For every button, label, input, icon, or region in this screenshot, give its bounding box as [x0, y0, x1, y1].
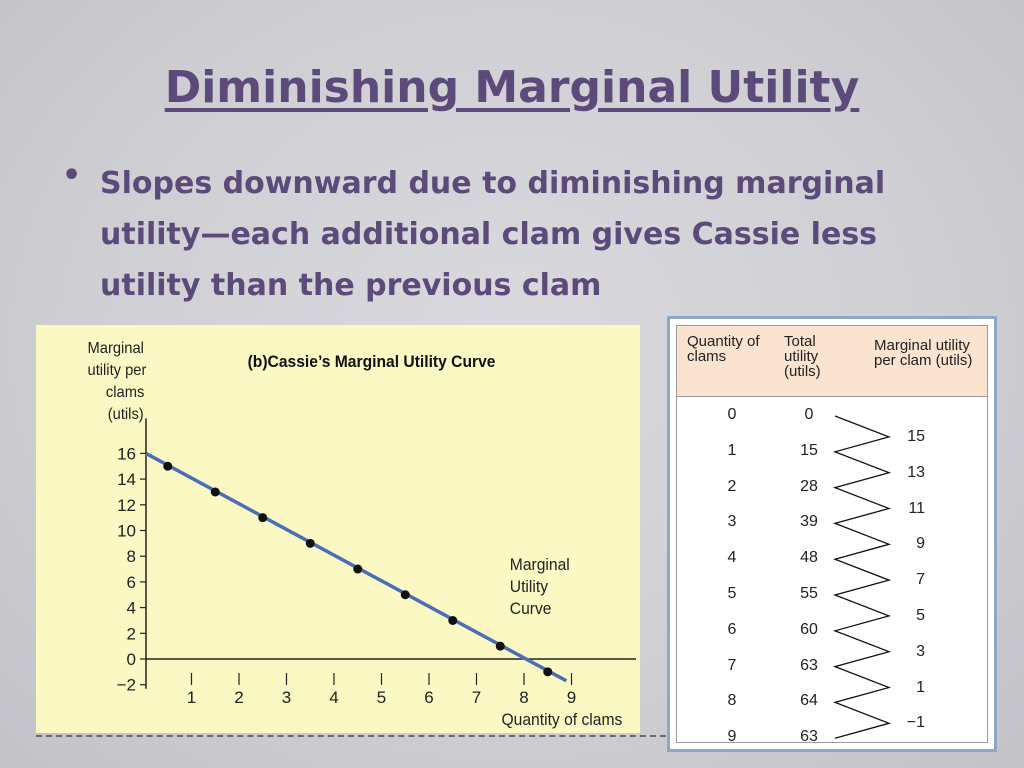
utility-table-body: Quantity of clams Total utility (utils) …	[676, 325, 988, 746]
y-tick-label: 14	[117, 470, 136, 489]
chart-series	[145, 451, 568, 683]
y-tick-label: 2	[127, 624, 136, 643]
x-tick-label: 2	[234, 688, 243, 707]
cell-total-utility: 63	[800, 728, 818, 746]
data-point	[353, 564, 363, 574]
cell-marginal-utility: −1	[906, 714, 925, 732]
x-tick-label: 7	[472, 688, 481, 707]
y-tick-label: 0	[127, 650, 136, 669]
zigzag-path	[832, 415, 892, 739]
chart-xlabel: Quantity of clams	[502, 710, 623, 729]
chart-ylabel-line-1: Marginal	[88, 339, 144, 357]
x-tick-label: 3	[282, 688, 291, 707]
chart-title: (b)Cassie’s Marginal Utility Curve	[248, 352, 496, 371]
curve-label-line-1: Marginal	[510, 555, 570, 574]
cell-quantity: 6	[727, 620, 737, 638]
header-marginal-utility: Marginal utility per clam (utils)	[874, 337, 973, 369]
cell-quantity: 9	[727, 728, 737, 746]
x-tick-label: 5	[377, 688, 386, 707]
x-tick-label: 4	[329, 688, 338, 707]
y-tick-label: 16	[117, 444, 136, 463]
y-tick-label: 6	[127, 573, 136, 592]
x-tick-label: 9	[567, 688, 576, 707]
cell-total-utility: 0	[804, 406, 814, 423]
cell-quantity: 0	[727, 406, 737, 423]
chart-ylabel-line-4: (utils)	[108, 405, 144, 423]
y-tick-label: −2	[117, 676, 136, 695]
cell-quantity: 3	[727, 513, 737, 531]
marginal-utility-chart: Marginal utility per clams (utils) (b)Ca…	[36, 325, 640, 733]
cell-total-utility: 15	[800, 441, 818, 459]
y-axis-ticks: 16 14 12 10 8 6 4 2 0 −2	[117, 444, 146, 695]
cell-marginal-utility: 1	[916, 678, 925, 696]
cell-total-utility: 64	[800, 692, 818, 710]
cell-total-utility: 28	[800, 477, 818, 495]
utility-table: Quantity of clams Total utility (utils) …	[667, 316, 997, 752]
cell-total-utility: 55	[800, 585, 818, 602]
header-total-utility: Total utility (utils)	[784, 333, 821, 380]
x-tick-label: 1	[187, 688, 196, 707]
data-point	[258, 513, 268, 523]
cell-marginal-utility: 11	[908, 499, 925, 517]
chart-ylabel-line-3: clams	[106, 383, 145, 401]
y-tick-label: 12	[117, 496, 136, 515]
data-point	[495, 641, 505, 651]
data-point	[305, 538, 315, 548]
cell-marginal-utility: 9	[916, 535, 925, 553]
x-tick-label: 6	[424, 688, 433, 707]
cell-quantity: 5	[727, 585, 737, 602]
chart-ylabel-line-2: utility per	[88, 361, 147, 379]
y-tick-label: 4	[127, 599, 136, 618]
header-quantity: Quantity of clams	[687, 333, 760, 365]
data-point	[448, 615, 458, 625]
y-tick-label: 10	[117, 522, 136, 541]
cell-marginal-utility: 13	[907, 463, 925, 481]
cell-total-utility: 39	[800, 513, 818, 531]
cell-total-utility: 63	[800, 656, 818, 674]
cell-quantity: 2	[727, 477, 737, 495]
data-point	[543, 667, 553, 677]
table-header: Quantity of clams Total utility (utils) …	[677, 326, 987, 397]
cell-total-utility: 48	[800, 549, 818, 567]
cell-quantity: 7	[727, 656, 737, 674]
divider-dashed	[36, 735, 666, 737]
cell-total-utility: 60	[800, 620, 818, 638]
cell-quantity: 4	[727, 549, 737, 567]
slide-title: Diminishing Marginal Utility	[164, 62, 860, 113]
zigzag-connector	[832, 415, 892, 739]
cell-marginal-utility: 5	[916, 606, 925, 624]
chart-axes	[145, 418, 636, 689]
cell-quantity: 1	[727, 441, 737, 459]
curve-label-line-3: Curve	[510, 599, 552, 618]
x-tick-label: 8	[519, 688, 528, 707]
cell-quantity: 8	[727, 692, 737, 710]
data-point	[163, 461, 173, 471]
data-point	[210, 487, 220, 497]
curve-label-line-2: Utility	[510, 577, 549, 596]
bullet-dot-icon: •	[62, 158, 82, 193]
cell-marginal-utility: 7	[916, 571, 925, 589]
cell-marginal-utility: 3	[916, 642, 925, 660]
y-tick-label: 8	[127, 547, 136, 566]
chart-canvas: Marginal utility per clams (utils) (b)Ca…	[88, 339, 636, 729]
x-axis-ticks: 1 2 3 4 5 6 7 8 9	[187, 673, 576, 707]
data-point	[400, 590, 410, 600]
bullet-text: Slopes downward due to diminishing margi…	[100, 166, 886, 303]
cell-marginal-utility: 15	[907, 427, 925, 445]
